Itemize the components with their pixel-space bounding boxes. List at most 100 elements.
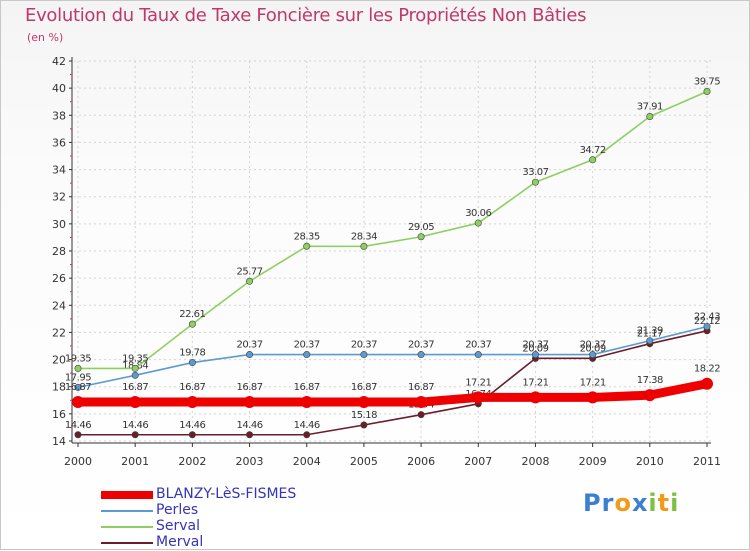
legend-label: BLANZY-LèS-FISMES	[156, 486, 297, 502]
legend-item: Perles	[101, 502, 361, 519]
data-point	[303, 351, 311, 359]
legend-label: Serval	[156, 518, 201, 534]
data-label: 28.35	[294, 231, 320, 242]
x-tick-label: 2002	[178, 455, 206, 468]
y-tick-label: 34	[52, 164, 66, 177]
y-tick-label: 20	[52, 354, 66, 367]
data-label: 20.37	[294, 340, 320, 351]
data-label: 22.12	[694, 316, 720, 327]
data-label: 20.09	[580, 343, 606, 354]
data-label: 25.77	[236, 266, 262, 277]
x-tick-label: 2010	[636, 455, 664, 468]
logo-letter: o	[614, 489, 632, 517]
y-tick-label: 26	[52, 272, 66, 285]
x-tick-label: 2008	[521, 455, 549, 468]
data-point	[586, 391, 599, 404]
data-label: 21.39	[637, 326, 663, 337]
proxiti-logo: Proxiti	[583, 489, 679, 517]
y-tick-label: 30	[52, 218, 66, 231]
data-point	[74, 431, 82, 439]
y-tick-label: 38	[52, 109, 66, 122]
data-point	[531, 178, 539, 186]
logo-letter: x	[631, 489, 649, 517]
y-tick-label: 36	[52, 136, 66, 149]
data-label: 34.72	[580, 145, 606, 156]
data-point	[589, 351, 597, 359]
x-tick-label: 2007	[464, 455, 492, 468]
data-point	[701, 377, 713, 390]
data-point	[357, 396, 370, 409]
x-tick-label: 2009	[579, 455, 607, 468]
data-label: 21.17	[637, 329, 663, 340]
logo-letter: t	[657, 489, 671, 517]
data-label: 22.43	[694, 312, 720, 323]
data-point	[646, 337, 654, 345]
chart-legend: BLANZY-LèS-FISMES Perles Serval Merval	[101, 486, 361, 551]
series-line	[77, 325, 708, 389]
x-tick-label: 2006	[407, 455, 435, 468]
legend-swatch	[101, 491, 153, 499]
data-point	[643, 389, 656, 402]
data-point	[131, 364, 139, 372]
x-tick-label: 2000	[64, 455, 92, 468]
series-line	[77, 90, 708, 370]
data-label: 33.07	[522, 167, 548, 178]
data-label: 20.37	[236, 340, 262, 351]
data-label: 20.37	[465, 340, 491, 351]
data-point	[472, 391, 485, 404]
data-label: 17.21	[580, 377, 606, 388]
x-tick-label: 2004	[293, 455, 321, 468]
data-point	[246, 277, 254, 285]
data-label: 19.35	[65, 353, 91, 364]
data-label: 19.78	[179, 348, 205, 359]
data-point	[188, 359, 196, 367]
legend-label: Merval	[156, 534, 204, 550]
data-point	[417, 233, 425, 241]
y-tick-label: 28	[52, 245, 66, 258]
logo-letter: r	[601, 489, 615, 517]
data-point	[129, 396, 142, 409]
y-tick-label: 14	[52, 435, 66, 448]
x-tick-label: 2011	[693, 455, 721, 468]
data-label: 16.87	[294, 382, 320, 393]
series-line	[73, 379, 712, 407]
data-point	[531, 351, 539, 359]
legend-item: BLANZY-LèS-FISMES	[101, 486, 361, 503]
data-label: 37.91	[637, 102, 663, 113]
y-tick-label: 42	[52, 55, 66, 68]
y-tick-label: 22	[52, 326, 66, 339]
data-label: 20.37	[351, 340, 377, 351]
data-point	[703, 323, 711, 331]
x-tick-label: 2005	[350, 455, 378, 468]
data-point	[131, 431, 139, 439]
data-point	[417, 351, 425, 359]
data-point	[703, 88, 711, 96]
data-point	[474, 351, 482, 359]
data-point	[417, 411, 425, 419]
data-label: 14.46	[236, 420, 262, 431]
legend-swatch	[101, 542, 153, 544]
data-label: 20.37	[522, 340, 548, 351]
legend-item: Merval	[101, 534, 361, 551]
legend-item: Serval	[101, 518, 361, 535]
data-point	[188, 431, 196, 439]
logo-letter: i	[648, 489, 658, 517]
data-point	[300, 396, 313, 409]
x-tick-label: 2003	[236, 455, 264, 468]
data-label: 16.87	[351, 382, 377, 393]
logo-letter: i	[670, 489, 680, 517]
data-point	[360, 351, 368, 359]
y-tick-label: 32	[52, 191, 66, 204]
data-point	[72, 396, 84, 409]
data-label: 17.21	[522, 377, 548, 388]
data-label: 20.09	[522, 343, 548, 354]
data-label: 18.22	[694, 364, 720, 375]
data-label: 14.46	[179, 420, 205, 431]
data-label: 20.37	[408, 340, 434, 351]
data-point	[186, 396, 199, 409]
data-label: 16.87	[408, 382, 434, 393]
series-line	[77, 329, 708, 436]
data-label: 39.75	[694, 77, 720, 88]
data-point	[646, 113, 654, 121]
